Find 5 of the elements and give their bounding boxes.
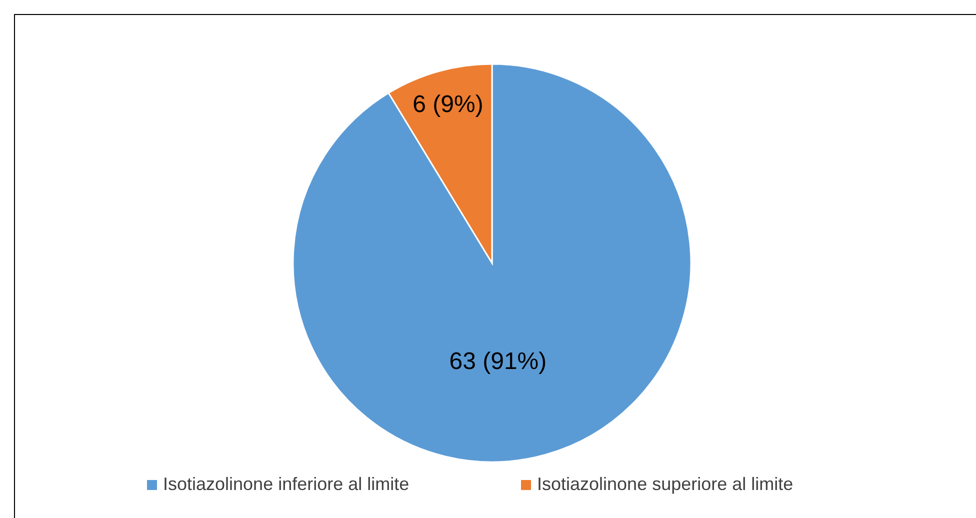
data-label: 63 (91%) xyxy=(449,348,547,375)
legend-label: Isotiazolinone superiore al limite xyxy=(537,474,794,494)
pie-slice xyxy=(292,63,692,463)
legend-label: Isotiazolinone inferiore al limite xyxy=(163,474,410,494)
data-label: 6 (9%) xyxy=(412,91,484,118)
